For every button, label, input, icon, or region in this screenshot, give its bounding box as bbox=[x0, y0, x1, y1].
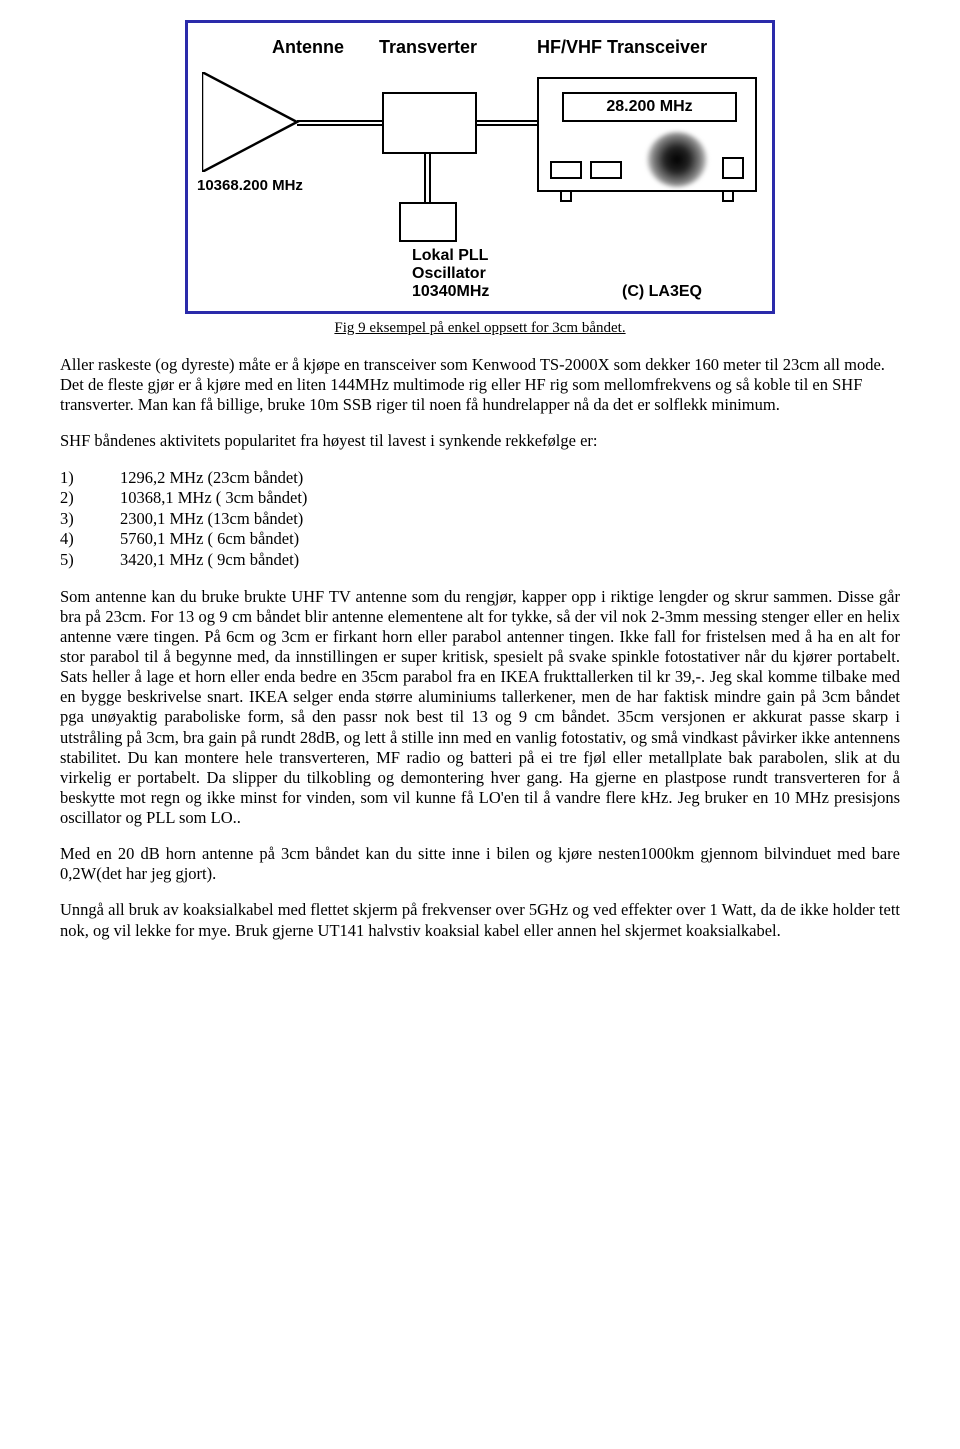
lo-box bbox=[399, 202, 457, 242]
body-text: Aller raskeste (og dyreste) måte er å kj… bbox=[60, 355, 900, 941]
paragraph-2: SHF båndenes aktivitets popularitet fra … bbox=[60, 431, 900, 451]
transceiver-btn-1 bbox=[550, 161, 582, 179]
label-freq-left: 10368.200 MHz bbox=[197, 177, 303, 194]
list-val: 3420,1 MHz ( 9cm båndet) bbox=[120, 550, 900, 571]
transceiver-display: 28.200 MHz bbox=[562, 92, 737, 122]
figure-caption: Fig 9 eksempel på enkel oppsett for 3cm … bbox=[60, 320, 900, 337]
band-list: 1)1296,2 MHz (23cm båndet) 2)10368,1 MHz… bbox=[60, 468, 900, 571]
wire-transverter-rx-2 bbox=[477, 124, 537, 126]
list-num: 1) bbox=[60, 468, 120, 489]
label-lo-3: 10340MHz bbox=[412, 283, 489, 301]
transverter-box bbox=[382, 92, 477, 154]
list-num: 5) bbox=[60, 550, 120, 571]
transceiver-btn-2 bbox=[590, 161, 622, 179]
label-copyright: (C) LA3EQ bbox=[622, 283, 702, 301]
page: Antenne Transverter HF/VHF Transceiver 1… bbox=[0, 0, 960, 997]
transceiver-btn-3 bbox=[722, 157, 744, 179]
list-val: 2300,1 MHz (13cm båndet) bbox=[120, 509, 900, 530]
list-val: 5760,1 MHz ( 6cm båndet) bbox=[120, 529, 900, 550]
wire-transverter-lo bbox=[424, 154, 426, 202]
label-antenna: Antenne bbox=[272, 37, 344, 58]
list-item: 3)2300,1 MHz (13cm båndet) bbox=[60, 509, 900, 530]
wire-antenna-transverter-2 bbox=[297, 124, 382, 126]
transceiver-foot-right bbox=[722, 192, 734, 202]
list-item: 5)3420,1 MHz ( 9cm båndet) bbox=[60, 550, 900, 571]
list-val: 10368,1 MHz ( 3cm båndet) bbox=[120, 488, 900, 509]
wire-antenna-transverter bbox=[297, 120, 382, 122]
block-diagram: Antenne Transverter HF/VHF Transceiver 1… bbox=[185, 20, 775, 314]
list-item: 2)10368,1 MHz ( 3cm båndet) bbox=[60, 488, 900, 509]
list-val: 1296,2 MHz (23cm båndet) bbox=[120, 468, 900, 489]
list-num: 2) bbox=[60, 488, 120, 509]
antenna-icon bbox=[202, 72, 302, 172]
wire-transverter-lo-2 bbox=[429, 154, 431, 202]
wire-transverter-rx bbox=[477, 120, 537, 122]
label-transceiver: HF/VHF Transceiver bbox=[537, 37, 707, 58]
label-transverter: Transverter bbox=[379, 37, 477, 58]
diagram-canvas: Antenne Transverter HF/VHF Transceiver 1… bbox=[202, 37, 758, 297]
tuning-knob bbox=[647, 132, 707, 187]
list-num: 4) bbox=[60, 529, 120, 550]
label-lo-2: Oscillator bbox=[412, 265, 486, 283]
list-num: 3) bbox=[60, 509, 120, 530]
paragraph-1: Aller raskeste (og dyreste) måte er å kj… bbox=[60, 355, 900, 415]
label-lo-1: Lokal PLL bbox=[412, 247, 488, 265]
list-item: 1)1296,2 MHz (23cm båndet) bbox=[60, 468, 900, 489]
paragraph-4: Med en 20 dB horn antenne på 3cm båndet … bbox=[60, 844, 900, 884]
list-item: 4)5760,1 MHz ( 6cm båndet) bbox=[60, 529, 900, 550]
paragraph-3: Som antenne kan du bruke brukte UHF TV a… bbox=[60, 587, 900, 829]
paragraph-5: Unngå all bruk av koaksialkabel med flet… bbox=[60, 900, 900, 940]
transceiver-foot-left bbox=[560, 192, 572, 202]
